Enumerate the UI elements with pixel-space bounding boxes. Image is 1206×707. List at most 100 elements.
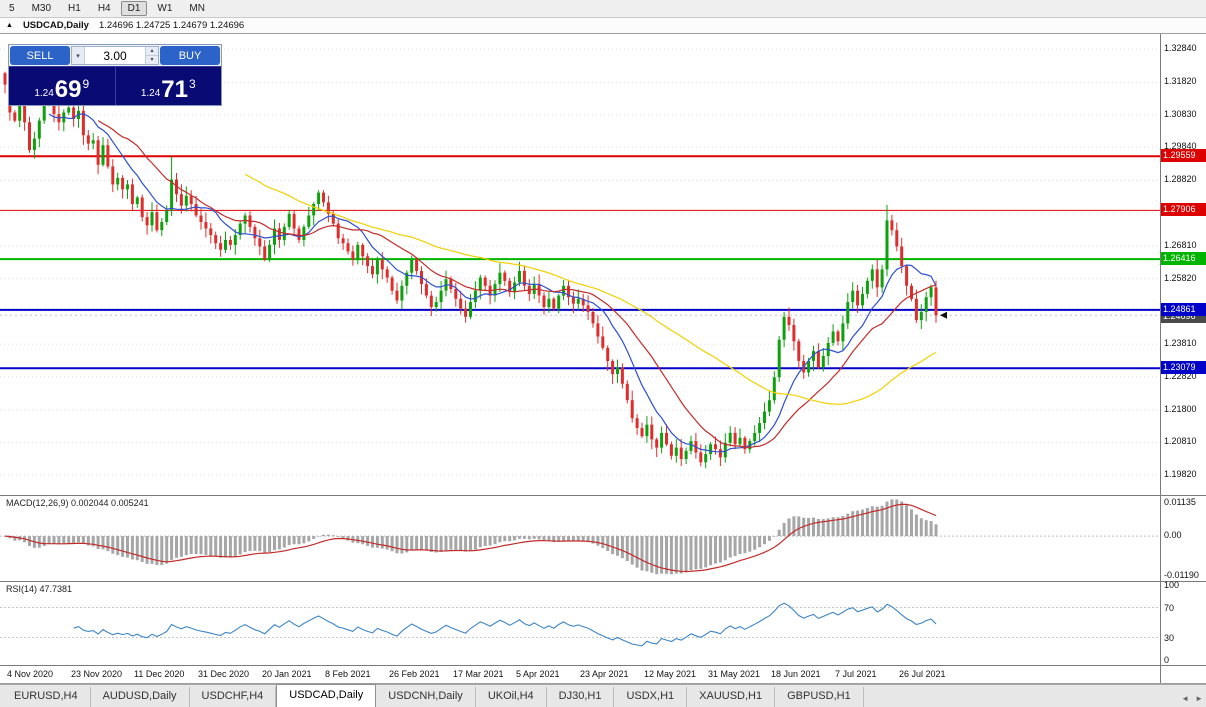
time-axis-label: 20 Jan 2021 [262, 669, 312, 679]
price-axis-label: 1.25820 [1164, 273, 1197, 283]
lot-value[interactable]: 3.00 [103, 48, 127, 63]
price-axis-label: 1.32840 [1164, 43, 1197, 53]
buy-price-display[interactable]: 1.24 71 3 [116, 67, 222, 105]
macd-axis-label: 0.00 [1164, 530, 1182, 540]
chart-tabs: EURUSD,H4 AUDUSD,Daily USDCHF,H4 USDCAD,Dai… [0, 684, 864, 707]
chart-tab-usdcnh[interactable]: USDCNH,Daily [376, 687, 476, 707]
rsi-axis-label: 100 [1164, 580, 1180, 590]
sell-price-pips: 69 [54, 76, 82, 103]
price-axis-label: 1.31820 [1164, 76, 1197, 86]
hline-price-label: 1.29559 [1161, 149, 1206, 162]
chart-ohlc-values: 1.24696 1.24725 1.24679 1.24696 [98, 20, 245, 31]
rsi-axis-label: 0 [1164, 655, 1170, 665]
time-axis-label: 26 Jul 2021 [899, 669, 946, 679]
time-axis-label: 17 Mar 2021 [453, 669, 504, 679]
buy-price-frac: 3 [188, 77, 196, 91]
timeframe-button-m30[interactable]: M30 [31, 3, 52, 14]
rsi-panel[interactable]: 100 70 30 0 RSI(14) 47.7381 [0, 580, 1206, 666]
rsi-chart[interactable] [0, 582, 1160, 665]
price-axis-label: 1.29840 [1164, 141, 1197, 151]
chart-tab-usdx[interactable]: USDX,H1 [614, 687, 688, 707]
rsi-axis: 100 70 30 0 [1160, 580, 1206, 665]
time-axis-label: 23 Apr 2021 [580, 669, 629, 679]
tabs-scroll-arrows: ◄ ► [1181, 694, 1203, 703]
time-axis-label: 8 Feb 2021 [325, 669, 371, 679]
timeframe-button-h4[interactable]: H4 [97, 3, 111, 14]
chart-tab-ukoil[interactable]: UKOil,H4 [475, 687, 547, 707]
price-axis[interactable]: 1.328401.318201.308301.298401.288201.278… [1160, 34, 1206, 495]
chart-symbol-title: USDCAD,Daily [22, 20, 89, 31]
chart-collapse-icon[interactable]: ▲ [6, 22, 13, 29]
price-axis-label: 1.20810 [1164, 436, 1197, 446]
hline-price-label: 1.27906 [1161, 203, 1206, 216]
timeframe-buttons: 5 M30 H1 H4 D1 W1 MN [2, 1, 212, 16]
hline-price-label: 1.23079 [1161, 361, 1206, 374]
lot-dropdown-icon[interactable]: ▾ [72, 47, 85, 64]
chart-tab-gbpusd[interactable]: GBPUSD,H1 [775, 687, 864, 707]
time-axis-label: 18 Jun 2021 [771, 669, 821, 679]
price-axis-label: 1.22820 [1164, 371, 1197, 381]
time-axis-label: 31 May 2021 [708, 669, 761, 679]
time-axis-label: 23 Nov 2020 [71, 669, 123, 679]
timeframe-button-5[interactable]: 5 [9, 3, 15, 14]
price-axis-label: 1.21800 [1164, 404, 1197, 414]
time-axis-label: 31 Dec 2020 [198, 669, 250, 679]
buy-button[interactable]: BUY [160, 46, 220, 65]
lot-increase-icon[interactable]: ▴ [146, 47, 158, 55]
sell-button[interactable]: SELL [10, 46, 70, 65]
price-axis-label: 1.19820 [1164, 469, 1197, 479]
hline-price-label: 1.26416 [1161, 252, 1206, 265]
sell-price-display[interactable]: 1.24 69 9 [9, 67, 115, 105]
time-axis-label: 11 Dec 2020 [134, 669, 185, 679]
macd-label: MACD(12,26,9) 0.002044 0.005241 [4, 498, 151, 508]
time-axis-label: 12 May 2021 [644, 669, 697, 679]
price-plot[interactable] [0, 34, 1160, 495]
lot-size-field[interactable]: ▾ 3.00 ▴ ▾ [71, 46, 159, 65]
tabs-scroll-left-icon[interactable]: ◄ [1181, 694, 1190, 703]
timeframe-button-w1[interactable]: W1 [157, 3, 173, 14]
macd-plot[interactable] [0, 496, 1160, 581]
buy-price-prefix: 1.24 [140, 88, 161, 99]
chart-tab-usdchf[interactable]: USDCHF,H4 [189, 687, 277, 707]
macd-axis-label: 0.01135 [1164, 497, 1196, 507]
price-chart[interactable] [0, 34, 1160, 495]
macd-panel[interactable]: 0.01135 0.00 -0.01190 MACD(12,26,9) 0.0020… [0, 496, 1206, 582]
chart-tab-dj30[interactable]: DJ30,H1 [546, 687, 615, 707]
chart-title-bar: ▲ USDCAD,Daily 1.24696 1.24725 1.24679 1… [0, 18, 1206, 34]
price-axis-label: 1.23810 [1164, 338, 1197, 348]
chart-tabs-bar: EURUSD,H4 AUDUSD,Daily USDCHF,H4 USDCAD,Dai… [0, 684, 1206, 707]
price-divider [114, 67, 116, 105]
rsi-label: RSI(14) 47.7381 [4, 584, 75, 594]
macd-chart[interactable] [0, 496, 1160, 581]
price-axis-label: 1.26810 [1164, 240, 1197, 250]
time-axis-label: 7 Jul 2021 [835, 669, 877, 679]
hline-price-label: 1.24861 [1161, 303, 1206, 316]
trade-controls-row: SELL ▾ 3.00 ▴ ▾ BUY [9, 45, 221, 67]
one-click-trading-panel: SELL ▾ 3.00 ▴ ▾ BUY 1.24 69 9 1.24 71 3 [8, 44, 222, 106]
axis-corner [1160, 666, 1206, 683]
timeframe-button-h1[interactable]: H1 [68, 3, 81, 14]
price-axis-label: 1.30830 [1164, 109, 1197, 119]
timeframe-button-d1[interactable]: D1 [120, 1, 148, 16]
time-axis-labels: 4 Nov 2020 23 Nov 2020 11 Dec 2020 31 Dec 2… [0, 666, 1160, 684]
macd-axis: 0.01135 0.00 -0.01190 [1160, 496, 1206, 581]
timeframe-toolbar: 5 M30 H1 H4 D1 W1 MN [0, 0, 1206, 18]
rsi-axis-label: 30 [1164, 633, 1175, 643]
chart-tab-audusd[interactable]: AUDUSD,Daily [90, 687, 190, 707]
time-axis-label: 26 Feb 2021 [389, 669, 440, 679]
time-axis-label: 5 Apr 2021 [516, 669, 560, 679]
price-axis-label: 1.28820 [1164, 174, 1197, 184]
rsi-plot[interactable] [0, 582, 1160, 665]
lot-spinner[interactable]: ▴ ▾ [145, 47, 158, 64]
sell-price-frac: 9 [82, 77, 90, 91]
time-axis[interactable]: 4 Nov 2020 23 Nov 2020 11 Dec 2020 31 Dec 2… [0, 666, 1206, 684]
price-chart-panel[interactable]: 1.328401.318201.308301.298401.288201.278… [0, 34, 1206, 496]
chart-tab-eurusd[interactable]: EURUSD,H4 [2, 687, 91, 707]
chart-tab-xauusd[interactable]: XAUUSD,H1 [687, 687, 776, 707]
lot-decrease-icon[interactable]: ▾ [146, 55, 158, 64]
chart-tab-usdcad[interactable]: USDCAD,Daily [276, 684, 377, 707]
buy-price-pips: 71 [161, 76, 188, 103]
tabs-scroll-right-icon[interactable]: ► [1195, 694, 1203, 703]
timeframe-button-mn[interactable]: MN [189, 3, 205, 14]
